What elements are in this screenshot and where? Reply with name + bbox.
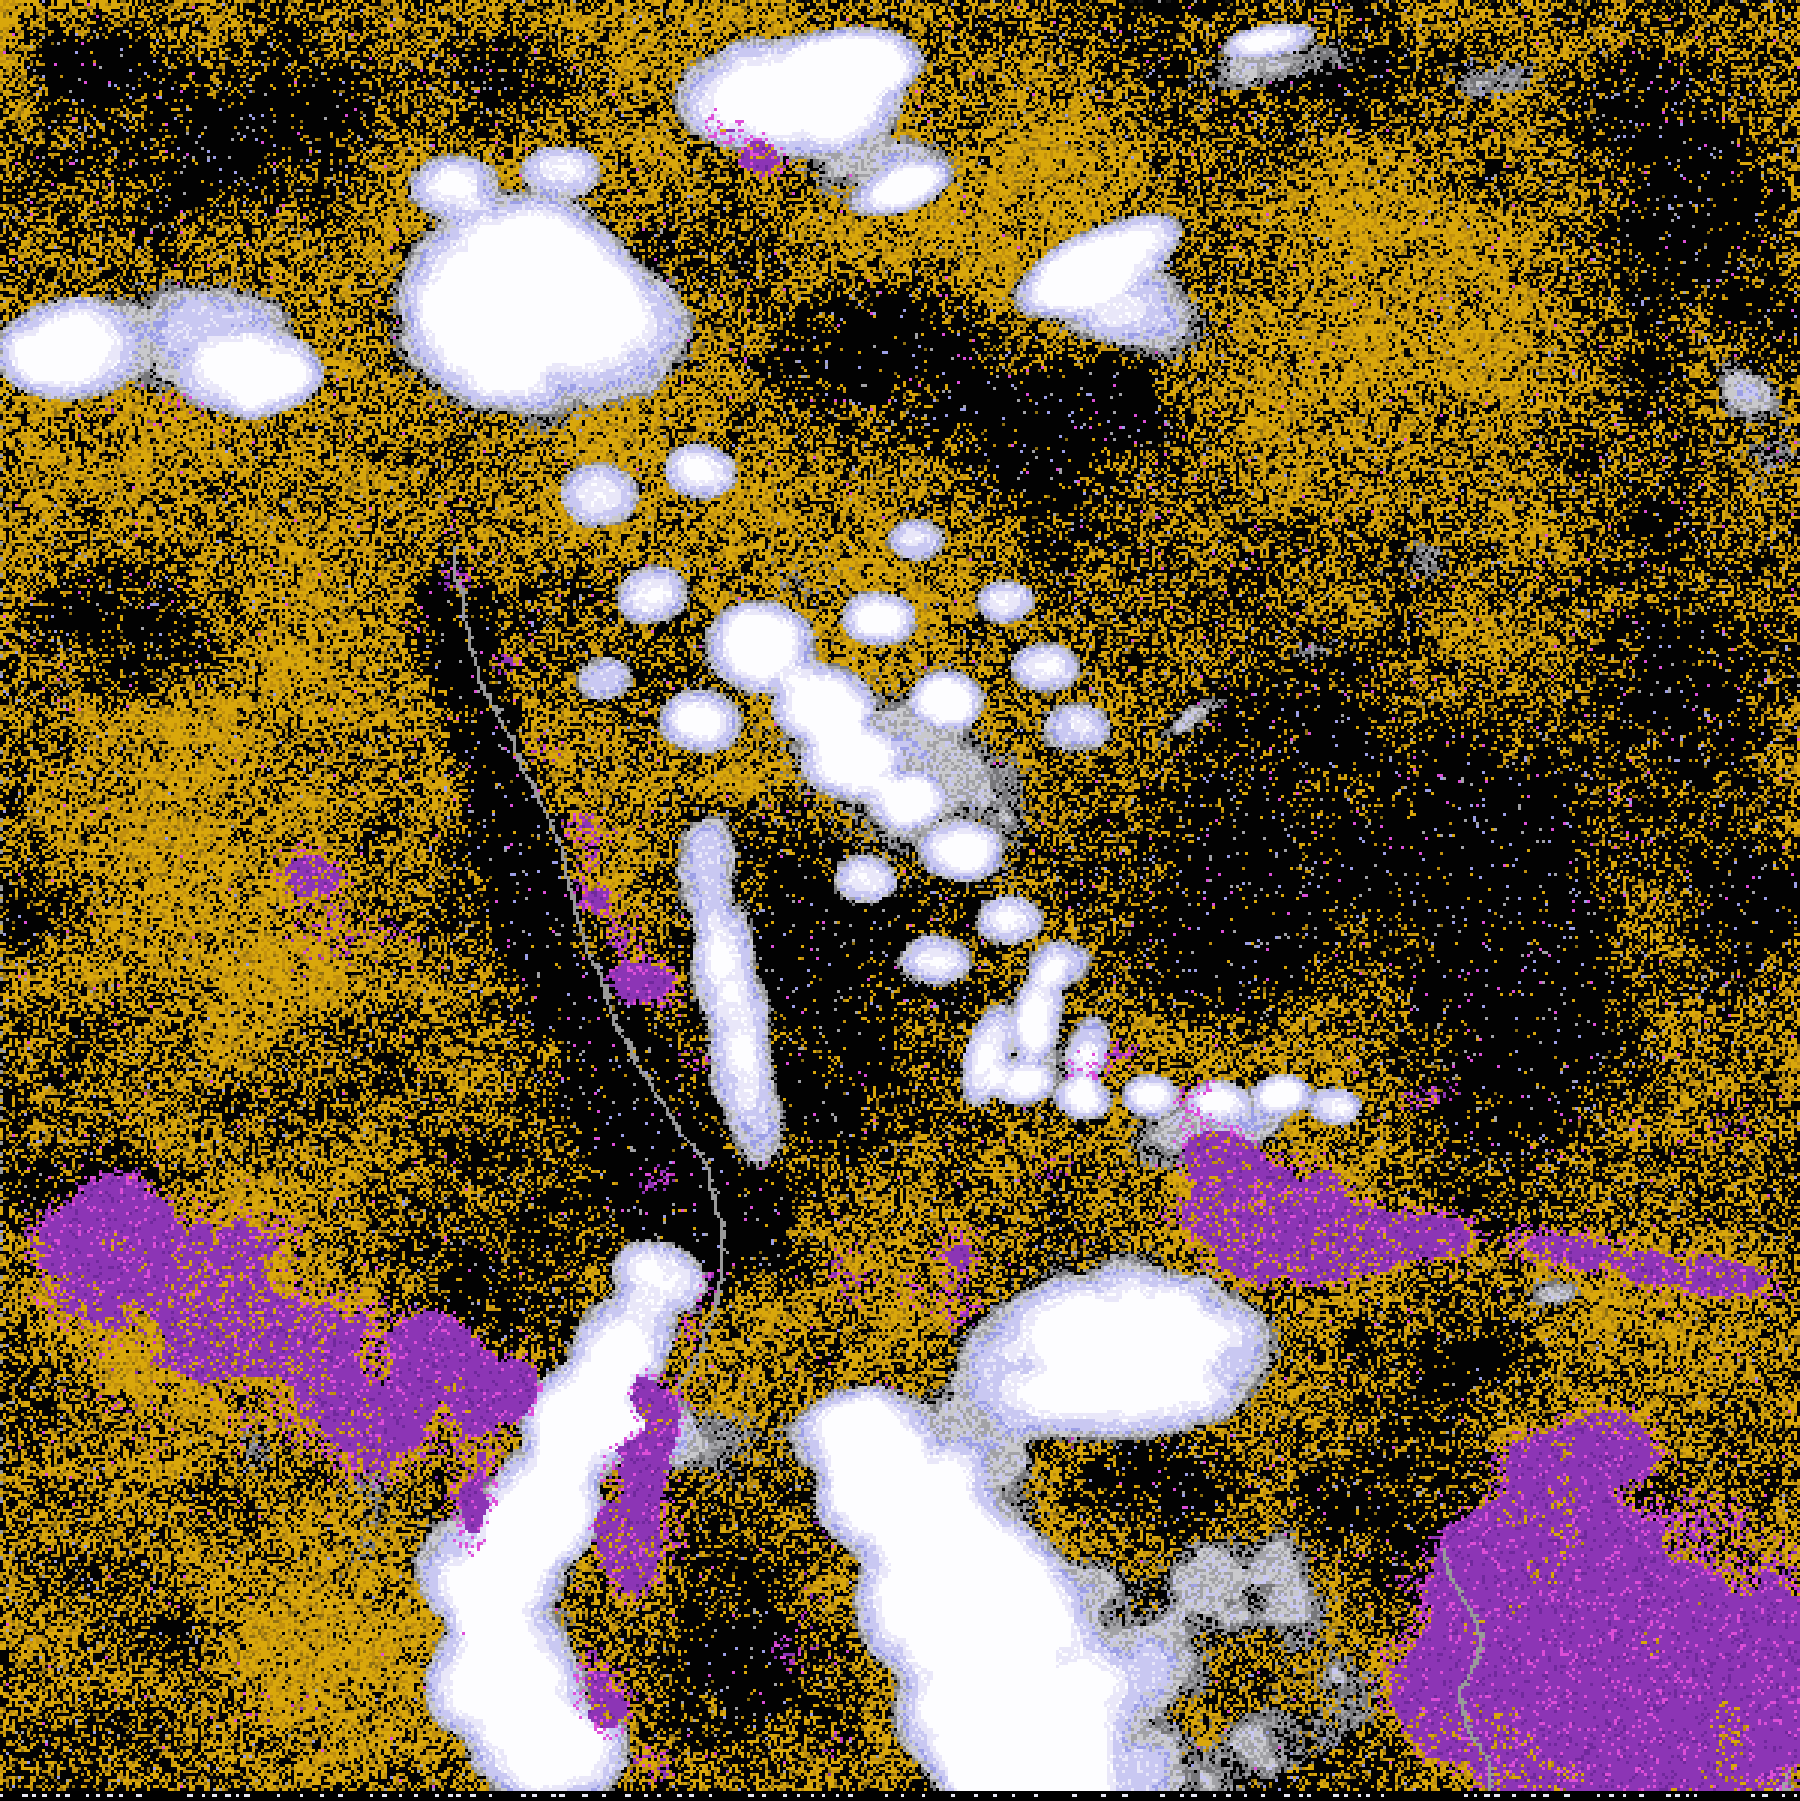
satellite-image-frame: Speckled gold field over black with whit… xyxy=(0,0,1800,1800)
false-color-satellite-image xyxy=(0,0,1800,1800)
